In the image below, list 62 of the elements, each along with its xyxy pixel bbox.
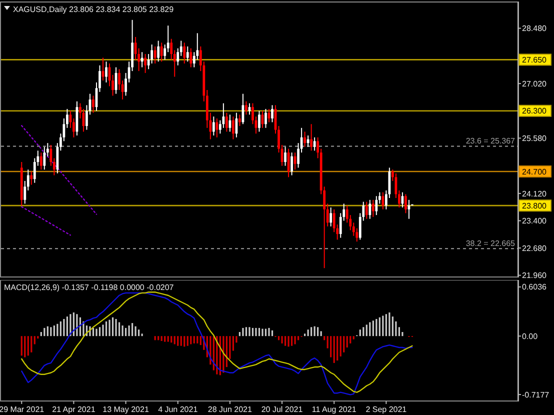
candlestick xyxy=(154,46,156,64)
candlestick xyxy=(404,194,407,214)
candlestick xyxy=(310,124,313,152)
y-tick-label: 24.120 xyxy=(522,189,548,198)
candlestick xyxy=(365,201,368,220)
candlestick xyxy=(313,136,316,152)
candlestick xyxy=(212,116,215,136)
x-tick-label: 2 Sep 2021 xyxy=(366,405,408,414)
x-tick-label: 20 Jul 2021 xyxy=(261,405,304,414)
y-tick-label: 0.00 xyxy=(522,332,538,341)
candlestick xyxy=(290,152,293,176)
x-tick-label: 28 Jun 2021 xyxy=(208,405,253,414)
candlestick xyxy=(186,46,189,62)
candlestick xyxy=(258,110,260,132)
y-tick-label: 25.580 xyxy=(522,134,548,143)
candlestick xyxy=(375,196,378,216)
candlestick xyxy=(284,146,286,166)
candlestick xyxy=(368,199,372,220)
ref-line-label: 23.800 xyxy=(522,201,548,210)
ref-line-label: 38.2 = 22.665 xyxy=(466,239,516,248)
y-tick-label: -0.7177 xyxy=(522,390,550,400)
chart-title: MACD(12,26,9) -0.1357 -0.1198 0.0000 -0.0207 xyxy=(4,283,174,292)
candlestick xyxy=(190,48,192,68)
ref-line-label: 24.700 xyxy=(522,167,548,176)
chart-title: XAGUSD,Daily 23.806 23.834 23.805 23.829 xyxy=(13,5,174,14)
candlestick xyxy=(43,146,46,170)
candlestick xyxy=(271,104,274,123)
ref-line-label: 26.300 xyxy=(522,106,548,116)
candlestick xyxy=(30,170,33,186)
candlestick xyxy=(216,118,218,138)
candlestick xyxy=(264,108,267,128)
y-tick-label: 0.6036 xyxy=(522,282,548,292)
candlestick xyxy=(140,52,144,68)
candlestick xyxy=(306,134,310,148)
x-tick-label: 13 May 2021 xyxy=(102,405,150,414)
ref-line-label: 23.6 = 25.367 xyxy=(466,136,516,146)
y-tick-label: 27.020 xyxy=(522,79,548,88)
x-tick-label: 29 Mar 2021 xyxy=(0,405,45,414)
ref-line-label: 27.650 xyxy=(522,56,548,64)
candlestick xyxy=(40,152,42,170)
candlestick xyxy=(228,114,232,132)
candlestick xyxy=(232,116,234,140)
x-tick-label: 21 Apr 2021 xyxy=(52,405,96,414)
candlestick xyxy=(304,131,306,148)
candlestick xyxy=(245,100,248,116)
candlestick xyxy=(225,112,228,132)
y-tick-label: 23.400 xyxy=(522,216,548,226)
candlestick xyxy=(372,199,374,218)
candlestick xyxy=(330,206,332,227)
y-tick-label: 21.960 xyxy=(522,271,548,280)
candlestick xyxy=(183,42,186,64)
candlestick xyxy=(238,114,241,127)
candlestick xyxy=(144,54,147,74)
y-tick-label: 22.680 xyxy=(522,244,548,253)
y-tick-label: 28.480 xyxy=(522,24,548,34)
x-tick-label: 4 Jun 2021 xyxy=(158,405,198,414)
candlestick xyxy=(92,95,94,114)
candlestick xyxy=(157,40,160,62)
candlestick xyxy=(160,42,163,62)
x-tick-label: 11 Aug 2021 xyxy=(312,405,357,414)
candlestick xyxy=(382,192,384,210)
candlestick xyxy=(105,61,108,83)
